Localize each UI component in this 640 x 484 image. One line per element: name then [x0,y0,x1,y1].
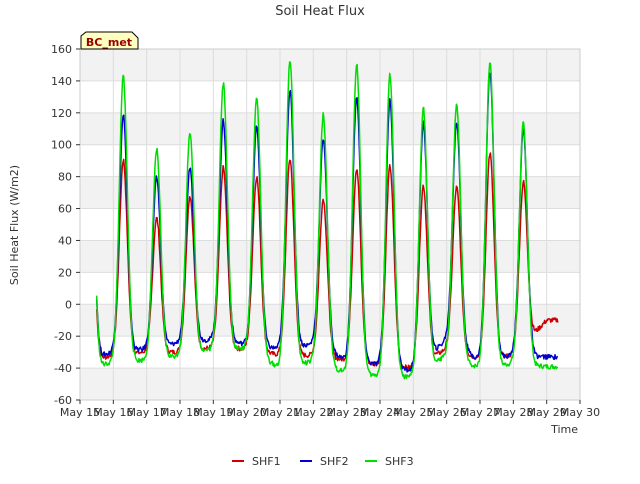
x-tick-label: May 20 [227,406,267,419]
y-tick-label: 120 [51,107,72,120]
x-tick-label: May 30 [560,406,600,419]
y-axis-label: Soil Heat Flux (W/m2) [8,165,21,285]
x-tick-label: May 23 [327,406,367,419]
x-tick-label: May 26 [427,406,467,419]
site-badge-box [80,31,139,50]
y-tick-label: 40 [58,234,72,247]
legend-label: SHF1 [252,455,281,468]
x-tick-label: May 16 [93,406,133,419]
legend-label: SHF2 [320,455,349,468]
legend-label: SHF3 [385,455,414,468]
x-tick-label: May 17 [127,406,167,419]
y-tick-label: 60 [58,203,72,216]
x-tick-label: May 21 [260,406,300,419]
series-lines [95,61,559,380]
y-axis-ticks: -60 -40 -20 0 20 40 60 80 100 120 140 160 [51,43,80,407]
legend-item-shf1: SHF1 [232,455,281,468]
x-tick-label: May 18 [160,406,200,419]
x-tick-label: May 22 [293,406,333,419]
plot-band [80,368,580,400]
legend: SHF1 SHF2 SHF3 [232,455,414,468]
plot-band [80,49,580,81]
x-tick-label: May 19 [193,406,233,419]
x-tick-label: May 28 [493,406,533,419]
plot-band [80,240,580,273]
series-line-shf3 [95,61,559,380]
y-tick-label: 20 [58,266,72,279]
y-tick-label: 160 [51,43,72,56]
x-tick-label: May 29 [527,406,567,419]
y-tick-label: -20 [54,330,72,343]
y-tick-label: 80 [58,171,72,184]
x-axis-label: Time [550,423,578,436]
plot-band [80,176,580,209]
x-tick-label: May 24 [360,406,400,419]
plot-band [80,112,580,145]
x-tick-label: May 15 [60,406,100,419]
plot-frame [79,48,581,401]
site-badge: BC_met [80,31,139,50]
chart-title: Soil Heat Flux [275,4,365,19]
y-tick-label: 140 [51,75,72,88]
y-tick-label: 100 [51,139,72,152]
x-tick-label: May 25 [393,406,433,419]
site-badge-text: BC_met [86,36,132,49]
y-tick-label: -60 [54,394,72,407]
legend-item-shf2: SHF2 [300,455,349,468]
y-tick-label: -40 [54,362,72,375]
legend-item-shf3: SHF3 [365,455,414,468]
y-tick-label: 0 [65,298,72,311]
x-tick-label: May 27 [460,406,500,419]
